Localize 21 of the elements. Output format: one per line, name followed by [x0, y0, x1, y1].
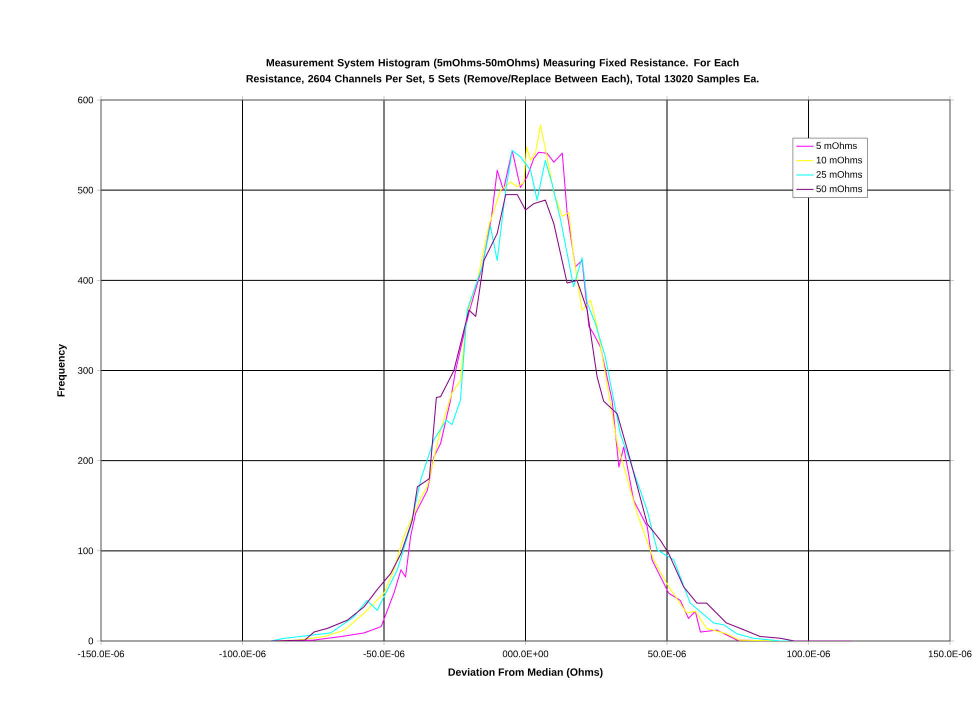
y-tick-label: 200 [78, 457, 94, 464]
chart-title: Measurement System Histogram (5mOhms-50mOhms) Measuring Fixed Resistance. For Each Resistance, 2604 Channels Per Set, 5 Sets (Remove/Replace Between Each), Total 13020 Samples Ea. [246, 58, 758, 84]
x-tick-label: 50.0E-06 [648, 650, 686, 658]
y-axis-title: Frequency [57, 344, 67, 396]
y-tick-label: 0 [88, 638, 94, 644]
legend-label: 5 mOhms [816, 142, 857, 150]
x-tick-label: -150.0E-06 [78, 650, 124, 658]
x-tick-label: -100.0E-06 [219, 650, 266, 658]
y-tick-label: 100 [78, 547, 94, 554]
x-tick-label: 100.0E-06 [787, 650, 830, 658]
y-tick-label: 500 [78, 186, 94, 194]
x-tick-label: -50.0E-06 [364, 650, 404, 658]
legend-label: 10 mOhms [816, 156, 862, 164]
y-tick-label: 600 [78, 96, 94, 104]
x-tick-label: 150.0E-06 [928, 650, 972, 658]
y-tick-label: 400 [78, 276, 94, 284]
x-axis-title: Deviation From Median (Ohms) [448, 668, 603, 678]
y-tick-label: 300 [78, 367, 94, 374]
legend-label: 50 mOhms [816, 185, 862, 192]
legend-label: 25 mOhms [816, 170, 862, 178]
x-tick-label: 000.0E+00 [502, 650, 548, 658]
